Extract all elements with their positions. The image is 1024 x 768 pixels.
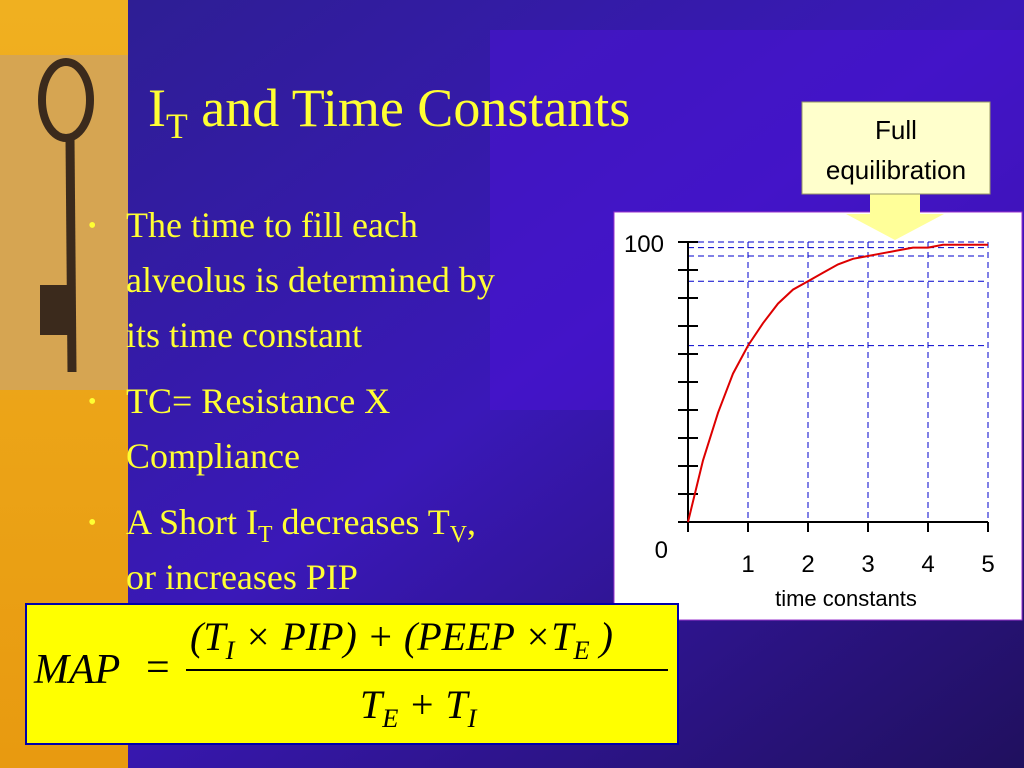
bullet-line: TC= Resistance X xyxy=(126,381,390,421)
x-tick-label: 4 xyxy=(921,551,934,578)
text-run: and Time Constants xyxy=(188,78,631,138)
subscript: E xyxy=(572,635,589,665)
formula-box xyxy=(25,603,679,745)
formula-eq: = xyxy=(146,645,170,691)
subscript: V xyxy=(450,522,467,548)
x-tick-label: 5 xyxy=(981,551,994,578)
callout-text: equilibration xyxy=(826,155,966,185)
callout-box xyxy=(801,101,991,195)
text-run: ) xyxy=(590,614,613,659)
y-tick-label: 100 xyxy=(624,231,664,258)
bullet-line: A Short IT decreases TV, xyxy=(126,502,476,548)
subscript: I xyxy=(467,703,478,733)
subscript: T xyxy=(166,106,188,146)
x-tick-label: 2 xyxy=(801,551,814,578)
text-run: A Short I xyxy=(126,502,258,542)
bullet-line: its time constant xyxy=(126,315,362,355)
key-bit xyxy=(40,285,70,335)
slide-title: IT and Time Constants xyxy=(148,78,630,146)
text-run: T xyxy=(360,682,385,727)
x-tick-label: 3 xyxy=(861,551,874,578)
text-run: + T xyxy=(398,682,470,727)
text-run: The time to fill each xyxy=(126,205,418,245)
text-run: or increases PIP xyxy=(126,557,358,597)
text-run: I xyxy=(148,78,166,138)
bullet-line: The time to fill each xyxy=(126,205,418,245)
bullet-dot: • xyxy=(88,389,96,415)
text-run: TC= Resistance X xyxy=(126,381,390,421)
bullet-line: alveolus is determined by xyxy=(126,260,495,300)
subscript: I xyxy=(225,635,236,665)
sand xyxy=(0,55,128,390)
formula-lhs: MAP xyxy=(33,647,120,693)
bullet-line: or increases PIP xyxy=(126,557,358,597)
callout-text: Full xyxy=(875,115,917,145)
key-shaft xyxy=(65,137,77,373)
callout-arrow xyxy=(846,194,944,240)
chart: 0 100 1 2 3 4 5 time constants xyxy=(624,231,995,611)
key-bow xyxy=(38,58,94,142)
y-tick-label: 0 xyxy=(655,537,668,564)
bullet-dot: • xyxy=(88,510,96,536)
text-run: × PIP) + (PEEP ×T xyxy=(234,614,576,659)
x-tick-label: 1 xyxy=(741,551,754,578)
x-axis-label: time constants xyxy=(775,586,917,611)
subscript: T xyxy=(258,522,273,548)
data-line xyxy=(687,243,988,523)
bullet-list: • The time to fill each alveolus is determ… xyxy=(88,205,495,597)
chart-frame xyxy=(613,211,1023,621)
text-run: decreases T xyxy=(273,502,450,542)
text-run: its time constant xyxy=(126,315,362,355)
text-run: Compliance xyxy=(126,436,300,476)
formula-denominator: TE + TI xyxy=(360,682,478,733)
text-run: alveolus is determined by xyxy=(126,260,495,300)
text-run: (T xyxy=(190,614,228,659)
text-run: , xyxy=(467,502,476,542)
subscript: E xyxy=(381,703,398,733)
bullet-line: Compliance xyxy=(126,436,300,476)
bullet-dot: • xyxy=(88,213,96,239)
formula-numerator: (TI × PIP) + (PEEP ×TE ) xyxy=(190,614,613,665)
key-image xyxy=(0,55,128,390)
